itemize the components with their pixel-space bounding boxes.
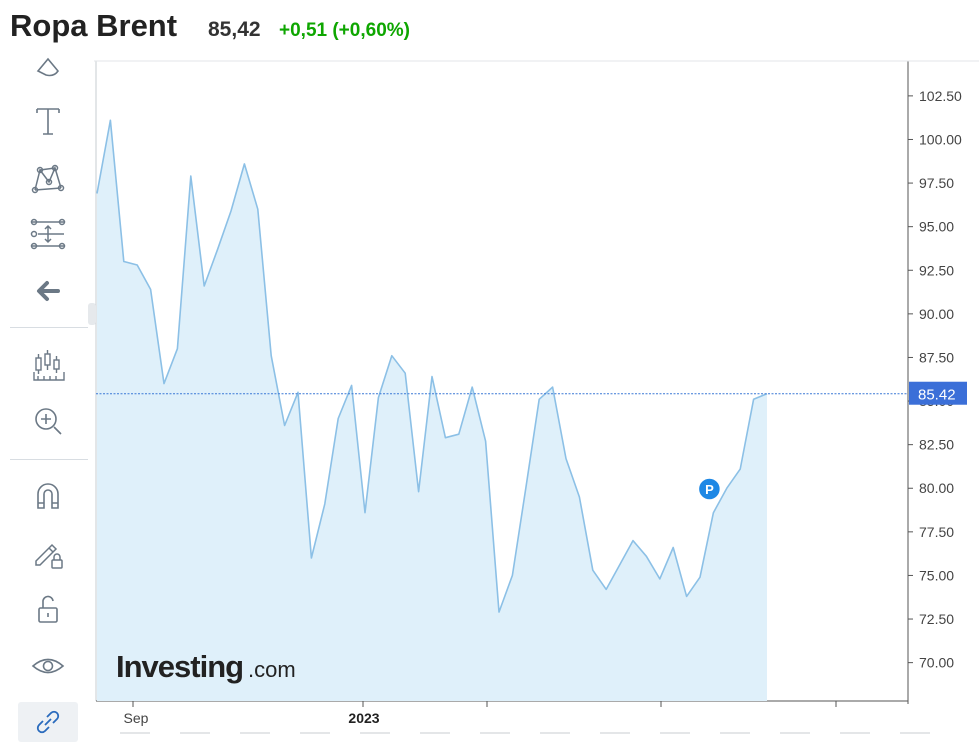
lock-drawing-icon[interactable] bbox=[26, 533, 70, 573]
event-marker-label: P bbox=[705, 482, 714, 497]
zoom-in-icon[interactable] bbox=[26, 401, 70, 441]
y-tick-label: 100.00 bbox=[919, 131, 962, 147]
instrument-header: Ropa Brent 85,42 +0,51 (+0,60%) bbox=[0, 0, 979, 60]
y-tick-label: 72.50 bbox=[919, 611, 954, 627]
price-line bbox=[96, 119, 768, 613]
y-tick-label: 97.50 bbox=[919, 175, 954, 191]
y-tick-label: 92.50 bbox=[919, 262, 954, 278]
current-price-badge bbox=[909, 381, 967, 405]
shape-tool-icon[interactable] bbox=[26, 49, 70, 89]
prediction-tool-icon[interactable] bbox=[26, 214, 70, 254]
y-tick-label: 75.00 bbox=[919, 567, 954, 583]
text-tool-icon[interactable] bbox=[26, 101, 70, 141]
last-price: 85,42 bbox=[208, 18, 261, 41]
toolbar-divider bbox=[10, 327, 88, 328]
event-marker bbox=[697, 477, 722, 501]
y-tick-label: 82.50 bbox=[919, 437, 954, 453]
y-tick-label: 95.00 bbox=[919, 219, 954, 235]
back-arrow-icon[interactable] bbox=[26, 271, 70, 311]
toolbar-divider bbox=[10, 459, 88, 460]
y-tick-label: 90.00 bbox=[919, 306, 954, 322]
instrument-title: Ropa Brent bbox=[10, 8, 178, 43]
current-price-label: 85.42 bbox=[918, 387, 956, 404]
magnet-icon[interactable] bbox=[26, 476, 70, 516]
y-tick-label: 70.00 bbox=[919, 655, 954, 671]
toolbar-collapse-handle[interactable] bbox=[88, 303, 96, 325]
pattern-tool-icon[interactable] bbox=[26, 158, 70, 198]
unlock-icon[interactable] bbox=[26, 589, 70, 629]
investing-watermark: Investing bbox=[116, 649, 243, 684]
y-tick-label: 102.50 bbox=[919, 88, 962, 104]
x-tick-label-sep: Sep bbox=[124, 710, 149, 726]
link-icon[interactable] bbox=[18, 702, 78, 742]
drawing-toolbar bbox=[0, 57, 94, 742]
y-tick-label: 87.50 bbox=[919, 349, 954, 365]
chart-type-candles-icon[interactable] bbox=[26, 346, 70, 386]
price-change: +0,51 (+0,60%) bbox=[279, 20, 410, 41]
price-area bbox=[97, 120, 767, 702]
y-tick-label: 80.00 bbox=[919, 480, 954, 496]
investing-watermark-suffix: .com bbox=[248, 657, 296, 682]
x-tick-label-2023: 2023 bbox=[348, 710, 379, 726]
eye-icon[interactable] bbox=[26, 646, 70, 686]
y-tick-label: 77.50 bbox=[919, 524, 954, 540]
